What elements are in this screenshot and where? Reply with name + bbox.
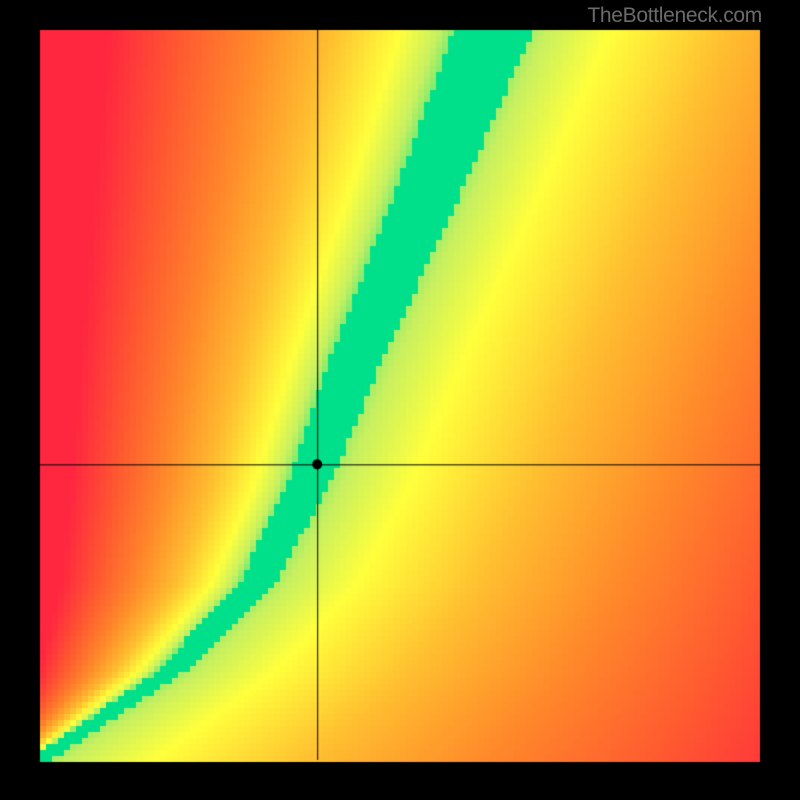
watermark-text: TheBottleneck.com [587,4,762,28]
bottleneck-heatmap [0,0,800,800]
